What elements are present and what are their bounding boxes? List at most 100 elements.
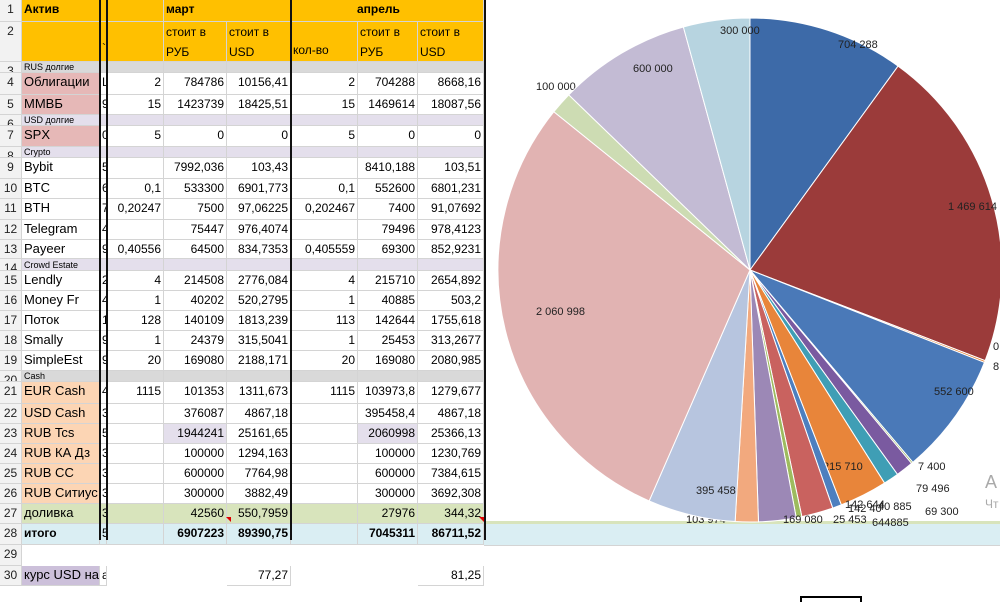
row-number[interactable]: 10 bbox=[0, 179, 22, 199]
usd-mar[interactable]: 25161,65 bbox=[227, 424, 291, 444]
header-stoit-usd-apr[interactable]: стоит в USD bbox=[418, 22, 484, 62]
row-number[interactable]: 1 bbox=[0, 0, 22, 22]
rub-mar[interactable]: 1944241 bbox=[164, 424, 227, 444]
row-number[interactable]: 15 bbox=[0, 271, 22, 291]
header-cell[interactable] bbox=[22, 22, 100, 62]
usd-apr[interactable]: 4867,18 bbox=[418, 404, 484, 424]
selected-cell-outline[interactable] bbox=[800, 596, 862, 602]
pie-slice[interactable] bbox=[749, 65, 1000, 362]
section-fill[interactable] bbox=[227, 259, 291, 271]
usd-mar[interactable]: 2188,171 bbox=[227, 351, 291, 371]
usd-apr[interactable]: 91,07692 bbox=[418, 199, 484, 220]
usd-mar[interactable]: 520,2795 bbox=[227, 291, 291, 311]
section-fill[interactable] bbox=[107, 259, 164, 271]
row-number[interactable]: 2 bbox=[0, 22, 22, 62]
usd-mar[interactable]: 2776,084 bbox=[227, 271, 291, 291]
rub-mar[interactable]: 75447 bbox=[164, 220, 227, 240]
row-number[interactable]: 8 bbox=[0, 147, 22, 158]
asset-name[interactable]: RUB КА Дз bbox=[22, 444, 100, 464]
section-fill[interactable] bbox=[418, 62, 484, 73]
asset-name[interactable]: BTC bbox=[22, 179, 100, 199]
row-number[interactable]: 18 bbox=[0, 331, 22, 351]
usd-apr[interactable]: 313,2677 bbox=[418, 331, 484, 351]
section-fill[interactable] bbox=[107, 147, 164, 158]
pie-slice[interactable] bbox=[568, 26, 751, 272]
section-fill[interactable] bbox=[358, 147, 418, 158]
qty-mar[interactable] bbox=[107, 424, 164, 444]
rub-apr[interactable]: 600000 bbox=[358, 464, 418, 484]
usd-apr[interactable]: 2080,985 bbox=[418, 351, 484, 371]
row-number[interactable]: 23 bbox=[0, 424, 22, 444]
section-fill[interactable] bbox=[227, 115, 291, 126]
rub-apr[interactable]: 8410,188 bbox=[358, 158, 418, 179]
section-fill[interactable] bbox=[358, 259, 418, 271]
row-number[interactable]: 13 bbox=[0, 240, 22, 259]
usd-mar[interactable]: 4867,18 bbox=[227, 404, 291, 424]
qty-mar[interactable] bbox=[107, 220, 164, 240]
usd-mar[interactable]: 1311,673 bbox=[227, 382, 291, 404]
usd-apr[interactable]: 1755,618 bbox=[418, 311, 484, 331]
qty-apr[interactable]: 1 bbox=[291, 291, 358, 311]
rub-mar[interactable]: 600000 bbox=[164, 464, 227, 484]
qty-mar[interactable]: 2 bbox=[107, 73, 164, 95]
section-fill[interactable] bbox=[164, 371, 227, 382]
row-number[interactable]: 22 bbox=[0, 404, 22, 424]
header-stoit-rub-mar[interactable]: стоит в РУБ bbox=[164, 22, 227, 62]
section-cash[interactable]: Cash bbox=[22, 371, 100, 382]
rub-mar[interactable]: 40202 bbox=[164, 291, 227, 311]
usd-apr[interactable]: 852,9231 bbox=[418, 240, 484, 259]
row-number[interactable]: 21 bbox=[0, 382, 22, 404]
usd-mar[interactable]: 1813,239 bbox=[227, 311, 291, 331]
section-crowd[interactable]: Crowd Estate bbox=[22, 259, 100, 271]
usd-apr[interactable]: 2654,892 bbox=[418, 271, 484, 291]
qty-mar[interactable] bbox=[107, 464, 164, 484]
asset-name[interactable]: BTH bbox=[22, 199, 100, 220]
usd-mar[interactable]: 103,43 bbox=[227, 158, 291, 179]
usd-mar[interactable]: 834,7353 bbox=[227, 240, 291, 259]
rub-apr[interactable]: 2060998 bbox=[358, 424, 418, 444]
qty-mar[interactable]: 4 bbox=[107, 271, 164, 291]
total-usd-apr[interactable]: 86711,52 bbox=[418, 524, 484, 545]
rub-apr[interactable]: 704288 bbox=[358, 73, 418, 95]
section-fill[interactable] bbox=[291, 115, 358, 126]
usd-mar[interactable]: 3882,49 bbox=[227, 484, 291, 504]
asset-name[interactable]: RUB CC bbox=[22, 464, 100, 484]
asset-name[interactable]: Payeer bbox=[22, 240, 100, 259]
pie-slice[interactable] bbox=[497, 111, 751, 502]
usd-apr[interactable]: 8668,16 bbox=[418, 73, 484, 95]
section-fill[interactable] bbox=[418, 115, 484, 126]
row-number[interactable]: 28 bbox=[0, 524, 22, 545]
rub-apr[interactable]: 142644 bbox=[358, 311, 418, 331]
row-number[interactable]: 4 bbox=[0, 73, 22, 95]
section-fill[interactable] bbox=[107, 115, 164, 126]
rub-mar[interactable]: 7500 bbox=[164, 199, 227, 220]
section-fill[interactable] bbox=[227, 62, 291, 73]
row-number[interactable]: 12 bbox=[0, 220, 22, 240]
qty-apr[interactable] bbox=[291, 504, 358, 524]
header-stoit-rub-apr[interactable]: стоит в РУБ bbox=[358, 22, 418, 62]
qty-apr[interactable] bbox=[291, 484, 358, 504]
rate-apr[interactable]: 81,25 bbox=[418, 566, 484, 586]
asset-name[interactable]: RUB Tcs bbox=[22, 424, 100, 444]
usd-mar[interactable]: 550,7959 bbox=[227, 504, 291, 524]
row-number[interactable]: 27 bbox=[0, 504, 22, 524]
row-number[interactable]: 17 bbox=[0, 311, 22, 331]
qty-apr[interactable] bbox=[291, 424, 358, 444]
comment-marker[interactable] bbox=[226, 517, 231, 522]
rub-apr[interactable]: 552600 bbox=[358, 179, 418, 199]
header-month-apr[interactable]: апрель bbox=[291, 0, 484, 22]
section-fill[interactable] bbox=[418, 147, 484, 158]
rub-mar[interactable]: 101353 bbox=[164, 382, 227, 404]
asset-name[interactable]: Lendly bbox=[22, 271, 100, 291]
qty-mar[interactable]: 0,1 bbox=[107, 179, 164, 199]
section-fill[interactable] bbox=[164, 259, 227, 271]
rub-mar[interactable]: 140109 bbox=[164, 311, 227, 331]
section-fill[interactable] bbox=[164, 115, 227, 126]
header-month-mar[interactable]: март bbox=[164, 0, 291, 22]
rub-mar[interactable]: 784786 bbox=[164, 73, 227, 95]
qty-apr[interactable]: 5 bbox=[291, 126, 358, 147]
row-number[interactable]: 7 bbox=[0, 126, 22, 147]
rub-apr[interactable]: 100000 bbox=[358, 444, 418, 464]
usd-apr[interactable]: 3692,308 bbox=[418, 484, 484, 504]
usd-mar[interactable]: 18425,51 bbox=[227, 95, 291, 115]
